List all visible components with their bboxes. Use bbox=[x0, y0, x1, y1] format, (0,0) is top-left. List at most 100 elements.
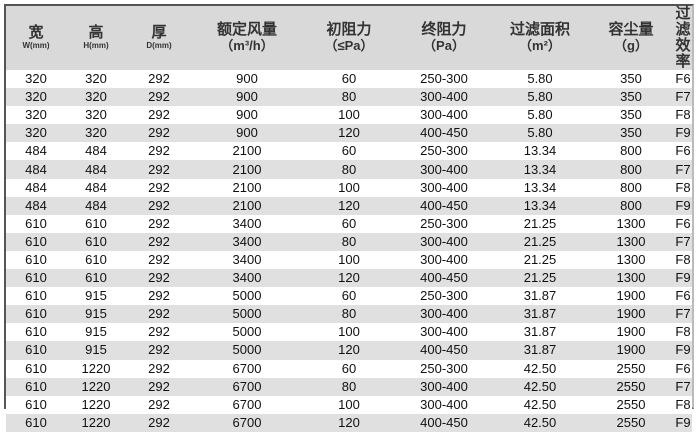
table-cell: 5000 bbox=[192, 341, 302, 360]
header-label: 厚 bbox=[151, 24, 167, 41]
table-cell: 300-400 bbox=[396, 323, 492, 342]
table-row: 610 915 292 5000 100 300-400 31.87 1900 F8 bbox=[6, 323, 692, 342]
table-cell: 80 bbox=[302, 160, 396, 179]
table-cell: 5000 bbox=[192, 305, 302, 324]
table-cell: 292 bbox=[126, 305, 192, 324]
table-row: 610 610 292 3400 100 300-400 21.25 1300 F8 bbox=[6, 250, 692, 270]
table-cell: 292 bbox=[126, 124, 192, 143]
column-header: 宽 W(mm) bbox=[6, 6, 66, 70]
table-cell: 320 bbox=[6, 124, 66, 143]
table-cell: 2100 bbox=[192, 196, 302, 215]
table-cell: F6 bbox=[674, 214, 692, 233]
table-cell: 6700 bbox=[192, 377, 302, 396]
table-cell: 484 bbox=[6, 196, 66, 215]
table-cell: 800 bbox=[588, 196, 674, 215]
header-unit: （m³/h） bbox=[220, 38, 274, 53]
table-cell: 120 bbox=[302, 196, 396, 215]
table-cell: 292 bbox=[126, 106, 192, 125]
table-cell: 292 bbox=[126, 142, 192, 161]
table-row: 610 1220 292 6700 100 300-400 42.50 2550 F8 bbox=[6, 395, 692, 414]
table-cell: 610 bbox=[66, 214, 126, 233]
table-cell: 120 bbox=[302, 341, 396, 360]
table-cell: 60 bbox=[302, 70, 396, 89]
table-row: 610 915 292 5000 60 250-300 31.87 1900 F6 bbox=[6, 287, 692, 306]
table-cell: 1900 bbox=[588, 287, 674, 306]
table-cell: 292 bbox=[126, 395, 192, 414]
table-cell: 250-300 bbox=[396, 142, 492, 161]
column-header: 过滤面积 （m²） bbox=[492, 6, 588, 70]
table-cell: F8 bbox=[674, 395, 692, 414]
header-label: 初阻力 bbox=[326, 21, 372, 38]
table-cell: 400-450 bbox=[396, 124, 492, 143]
table-cell: 31.87 bbox=[492, 341, 588, 360]
table-cell: F9 bbox=[674, 269, 692, 288]
table-cell: 2100 bbox=[192, 178, 302, 197]
table-cell: 800 bbox=[588, 178, 674, 197]
table-cell: 80 bbox=[302, 88, 396, 107]
table-cell: 292 bbox=[126, 196, 192, 215]
table-row: 484 484 292 2100 80 300-400 13.34 800 F7 bbox=[6, 160, 692, 179]
column-header: 终阻力 （Pa） bbox=[396, 6, 492, 70]
table-row: 484 484 292 2100 100 300-400 13.34 800 F8 bbox=[6, 178, 692, 197]
table-cell: 2100 bbox=[192, 160, 302, 179]
table-cell: 300-400 bbox=[396, 232, 492, 251]
table-cell: F6 bbox=[674, 70, 692, 89]
table-cell: 60 bbox=[302, 214, 396, 233]
table-cell: 21.25 bbox=[492, 269, 588, 288]
table-row: 610 610 292 3400 80 300-400 21.25 1300 F7 bbox=[6, 232, 692, 251]
table-cell: 610 bbox=[6, 269, 66, 288]
table-cell: 292 bbox=[126, 232, 192, 251]
table-cell: 292 bbox=[126, 70, 192, 89]
table-cell: F6 bbox=[674, 287, 692, 306]
table-cell: 320 bbox=[66, 124, 126, 143]
table-cell: 100 bbox=[302, 106, 396, 125]
header-label: 宽 bbox=[28, 24, 44, 41]
table-cell: 2100 bbox=[192, 142, 302, 161]
table-cell: 3400 bbox=[192, 269, 302, 288]
table-cell: 1900 bbox=[588, 305, 674, 324]
table-cell: 484 bbox=[66, 196, 126, 215]
header-unit: （m²） bbox=[519, 38, 561, 53]
header-label: 额定风量 bbox=[216, 21, 277, 38]
table-cell: 1220 bbox=[66, 377, 126, 396]
table-cell: 80 bbox=[302, 232, 396, 251]
table-cell: F8 bbox=[674, 250, 692, 270]
table-cell: 80 bbox=[302, 377, 396, 396]
table-cell: 915 bbox=[66, 305, 126, 324]
table-cell: 292 bbox=[126, 341, 192, 360]
table-cell: 6700 bbox=[192, 395, 302, 414]
table-cell: 80 bbox=[302, 305, 396, 324]
header-label: 过滤面积 bbox=[509, 21, 570, 38]
table-cell: 2550 bbox=[588, 395, 674, 414]
table-cell: 350 bbox=[588, 70, 674, 89]
table-cell: 250-300 bbox=[396, 70, 492, 89]
table-cell: 60 bbox=[302, 359, 396, 378]
table-cell: 320 bbox=[66, 106, 126, 125]
spec-table-frame: 宽 W(mm) 高 H(mm) 厚 D(mm) 额定风量 （m³/h） 初阻力 （≤Pa） 终阻力（… bbox=[4, 4, 694, 432]
table-cell: 5.80 bbox=[492, 124, 588, 143]
table-cell: 42.50 bbox=[492, 377, 588, 396]
header-label: 过滤效率 bbox=[675, 5, 691, 70]
table-cell: 100 bbox=[302, 250, 396, 270]
table-cell: 292 bbox=[126, 413, 192, 432]
table-cell: 320 bbox=[6, 88, 66, 107]
table-cell: F7 bbox=[674, 88, 692, 107]
table-cell: F6 bbox=[674, 359, 692, 378]
table-cell: 21.25 bbox=[492, 250, 588, 270]
column-header: 容尘量 （g） bbox=[588, 6, 674, 70]
table-cell: 300-400 bbox=[396, 250, 492, 270]
table-cell: 5.80 bbox=[492, 88, 588, 107]
table-cell: 400-450 bbox=[396, 269, 492, 288]
table-cell: 610 bbox=[6, 287, 66, 306]
table-cell: F7 bbox=[674, 377, 692, 396]
table-cell: 120 bbox=[302, 124, 396, 143]
filter-spec-table: 宽 W(mm) 高 H(mm) 厚 D(mm) 额定风量 （m³/h） 初阻力 （≤Pa） 终阻力（… bbox=[6, 6, 692, 432]
column-header: 额定风量 （m³/h） bbox=[192, 6, 302, 70]
table-cell: F7 bbox=[674, 305, 692, 324]
table-cell: F9 bbox=[674, 124, 692, 143]
table-cell: F7 bbox=[674, 160, 692, 179]
table-cell: 320 bbox=[66, 88, 126, 107]
header-row: 宽 W(mm) 高 H(mm) 厚 D(mm) 额定风量 （m³/h） 初阻力 （≤Pa） 终阻力（… bbox=[6, 6, 692, 70]
table-cell: 610 bbox=[6, 377, 66, 396]
table-cell: 915 bbox=[66, 287, 126, 306]
